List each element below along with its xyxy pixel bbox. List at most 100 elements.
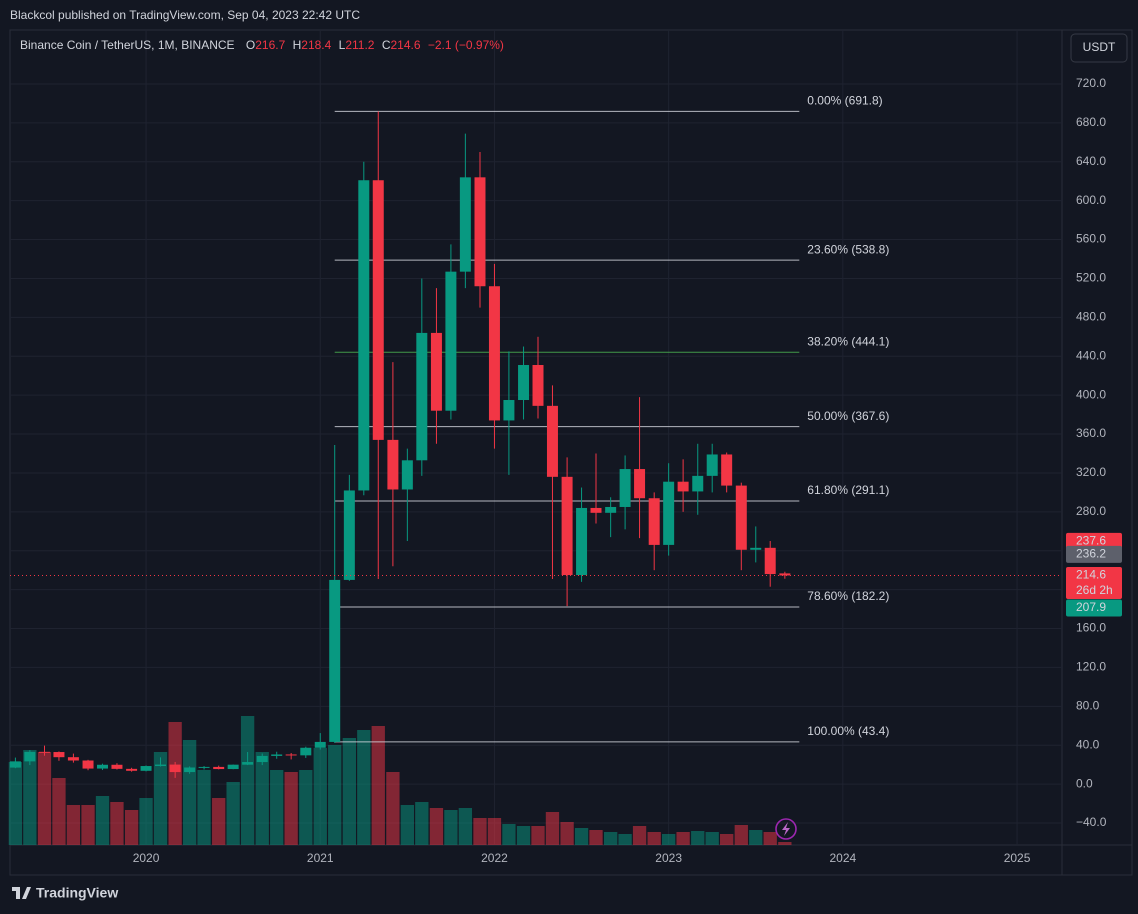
volume-bar: [240, 716, 255, 845]
candle-body: [546, 405, 558, 477]
ohlc-value: 216.7: [255, 38, 285, 52]
fib-label: 78.60% (182.2): [807, 589, 889, 603]
fib-label: 38.20% (444.1): [807, 334, 889, 348]
volume-bar: [197, 770, 211, 845]
x-tick-label: 2025: [1004, 851, 1031, 865]
price-label-box: [1066, 599, 1122, 617]
volume-bar: [153, 752, 168, 845]
brand-name: TradingView: [36, 885, 118, 901]
fib-label: 0.00% (691.8): [807, 94, 882, 108]
candle-body: [372, 180, 384, 440]
y-tick-label: 80.0: [1076, 699, 1100, 713]
volume-bar: [52, 778, 66, 845]
lightning-bolt: [782, 822, 790, 836]
volume-bar: [357, 730, 371, 845]
volume-bar: [662, 834, 676, 845]
candle-body: [213, 766, 225, 770]
candle-body: [459, 177, 471, 272]
y-tick-label: 280.0: [1076, 504, 1106, 518]
volume-bar: [632, 826, 647, 845]
candle-body: [735, 485, 747, 550]
volume-bar: [720, 834, 734, 845]
candle-body: [561, 476, 573, 576]
volume-bar: [23, 750, 37, 845]
volume-bar: [212, 798, 226, 845]
volume-bar: [313, 748, 327, 845]
ohlc-value: 218.4: [301, 38, 331, 52]
y-tick-label: −40.0: [1076, 815, 1107, 829]
volume-bar: [444, 810, 458, 845]
candle-body: [416, 332, 428, 461]
currency-label[interactable]: USDT: [1083, 40, 1116, 54]
price-label: 214.6: [1076, 568, 1106, 582]
brand-logo: TradingView: [12, 885, 118, 901]
volume-bar: [473, 818, 487, 845]
candle-body: [503, 400, 515, 421]
candle-body: [677, 481, 689, 492]
volume-bar: [139, 798, 153, 845]
candle-body: [764, 547, 776, 575]
candle-body: [387, 439, 399, 490]
price-label: 207.9: [1076, 600, 1106, 614]
volume-bar: [545, 812, 560, 845]
candle-body: [329, 579, 341, 742]
candle-body: [532, 365, 544, 406]
volume-bar: [168, 722, 182, 845]
candle-body: [576, 507, 588, 576]
y-tick-label: 600.0: [1076, 193, 1106, 207]
candle-body: [97, 764, 108, 769]
y-tick-label: 680.0: [1076, 115, 1106, 129]
volume: [8, 716, 792, 845]
volume-bar: [284, 772, 298, 845]
candle-body: [111, 764, 123, 769]
volume-bar: [110, 802, 124, 845]
price-label-box: [1066, 545, 1122, 563]
candle-body: [474, 177, 486, 287]
candle-body: [358, 180, 370, 491]
published-note: Blackcol published on TradingView.com, S…: [10, 8, 360, 22]
candle-body: [518, 365, 530, 401]
price-label-box: [1066, 532, 1122, 550]
candle-body: [53, 752, 65, 758]
y-tick-label: 320.0: [1076, 465, 1106, 479]
countdown-label: 26d 2h: [1076, 583, 1113, 597]
volume-bar: [255, 752, 269, 845]
volume-bar: [299, 770, 313, 845]
candle-body: [184, 767, 196, 773]
volume-bar: [618, 834, 632, 845]
fib-label: 61.80% (291.1): [807, 483, 889, 497]
axes: −40.00.040.080.0120.0160.0200.0240.0280.…: [10, 76, 1122, 865]
candle-body: [445, 271, 457, 411]
volume-bar: [270, 770, 284, 845]
currency-button[interactable]: [1070, 33, 1128, 63]
volume-bar: [400, 805, 415, 845]
volume-bar: [66, 805, 81, 845]
candle-body: [750, 547, 762, 550]
y-tick-label: 120.0: [1076, 660, 1106, 674]
volume-bar: [81, 805, 95, 845]
candle-body: [256, 755, 268, 763]
candle-body: [242, 762, 254, 765]
candle-body: [430, 332, 442, 411]
change: −2.1 (−0.97%): [428, 38, 504, 52]
volume-bar: [226, 782, 240, 845]
volume-bar: [763, 832, 777, 845]
lightning-icon[interactable]: [775, 818, 797, 840]
volume-bar: [124, 810, 139, 845]
volume-bar: [502, 824, 516, 845]
candle-body: [155, 764, 167, 767]
candle-body: [300, 747, 312, 756]
candles: [9, 111, 791, 778]
candle-body: [38, 751, 50, 753]
candle-body: [82, 760, 94, 769]
volume-bar: [8, 762, 23, 845]
volume-bar: [37, 752, 52, 845]
ohlc-letter: H: [293, 38, 302, 52]
volume-bar: [516, 826, 531, 845]
ohlc-value: 211.2: [345, 38, 374, 52]
volume-bar: [328, 745, 342, 845]
volume-bar: [95, 796, 110, 845]
volume-bar: [342, 738, 356, 845]
fib-label: 23.60% (538.8): [807, 242, 889, 256]
